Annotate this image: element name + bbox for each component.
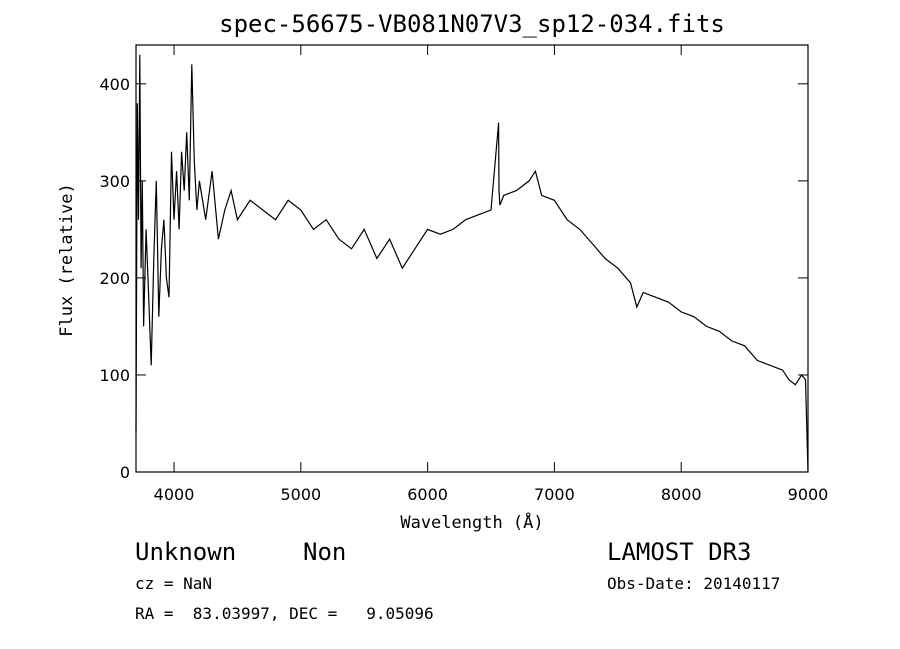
x-tick-label: 9000 (788, 485, 829, 504)
y-tick-label: 100 (99, 366, 130, 385)
x-tick-label: 8000 (661, 485, 702, 504)
plot-frame (135, 44, 809, 473)
y-tick-label: 0 (120, 463, 130, 482)
x-tick-label: 5000 (280, 485, 321, 504)
object-subclass: Non (303, 538, 347, 566)
y-tick-label: 400 (99, 75, 130, 94)
obs-date-text: Obs-Date: 20140117 (607, 574, 781, 593)
x-tick-label: 7000 (534, 485, 575, 504)
axis-ticks: 4000 5000 6000 7000 8000 9000 0 100 200 300 400 (99, 45, 828, 504)
y-tick-label: 300 (99, 172, 130, 191)
coordinates-text: RA = 83.03997, DEC = 9.05096 (135, 604, 434, 623)
x-tick-label: 6000 (407, 485, 448, 504)
x-tick-label: 4000 (154, 485, 195, 504)
y-tick-label: 200 (99, 269, 130, 288)
series-layer (135, 54, 809, 473)
object-class: Unknown (135, 538, 237, 566)
chart-title: spec-56675-VB081N07V3_sp12-034.fits (219, 10, 725, 38)
spectrum-line (135, 54, 809, 473)
survey-name: LAMOST DR3 (607, 538, 752, 566)
y-axis-label: Flux (relative) (57, 183, 77, 337)
x-axis-label: Wavelength (Å) (400, 511, 543, 533)
redshift-text: cz = NaN (135, 574, 213, 593)
